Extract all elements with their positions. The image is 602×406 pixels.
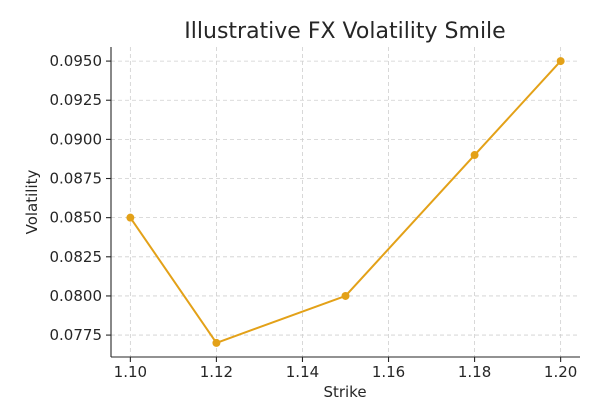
- series-line: [129, 60, 562, 344]
- x-tick-label: 1.18: [458, 363, 491, 381]
- chart-title: Illustrative FX Volatility Smile: [184, 19, 505, 44]
- data-point: [341, 291, 350, 300]
- x-tick-label: 1.20: [544, 363, 577, 381]
- x-tick-label: 1.10: [114, 363, 147, 381]
- x-tick-label: 1.16: [372, 363, 405, 381]
- y-tick-label: 0.0925: [50, 91, 103, 109]
- axes-frame: [110, 47, 580, 358]
- y-axis-label: Volatility: [23, 169, 41, 234]
- data-point: [470, 151, 479, 160]
- x-tick-label: 1.12: [200, 363, 233, 381]
- y-tick-label: 0.0775: [50, 326, 103, 344]
- x-tick-label: 1.14: [286, 363, 319, 381]
- ticks: 1.10 1.12 1.14 1.16 1.18 1.20 0.0775 0.0800 0.08…: [50, 52, 578, 381]
- y-tick-label: 0.0800: [50, 287, 103, 305]
- y-tick-label: 0.0850: [50, 209, 103, 227]
- y-tick-label: 0.0950: [50, 52, 103, 70]
- y-tick-label: 0.0875: [50, 170, 103, 188]
- data-point: [556, 57, 565, 66]
- series: [126, 57, 565, 347]
- y-tick-label: 0.0900: [50, 130, 103, 148]
- y-tick-label: 0.0825: [50, 248, 103, 266]
- data-point: [126, 213, 135, 222]
- grid: [111, 47, 580, 357]
- x-axis-label: Strike: [323, 383, 366, 401]
- data-point: [212, 338, 221, 347]
